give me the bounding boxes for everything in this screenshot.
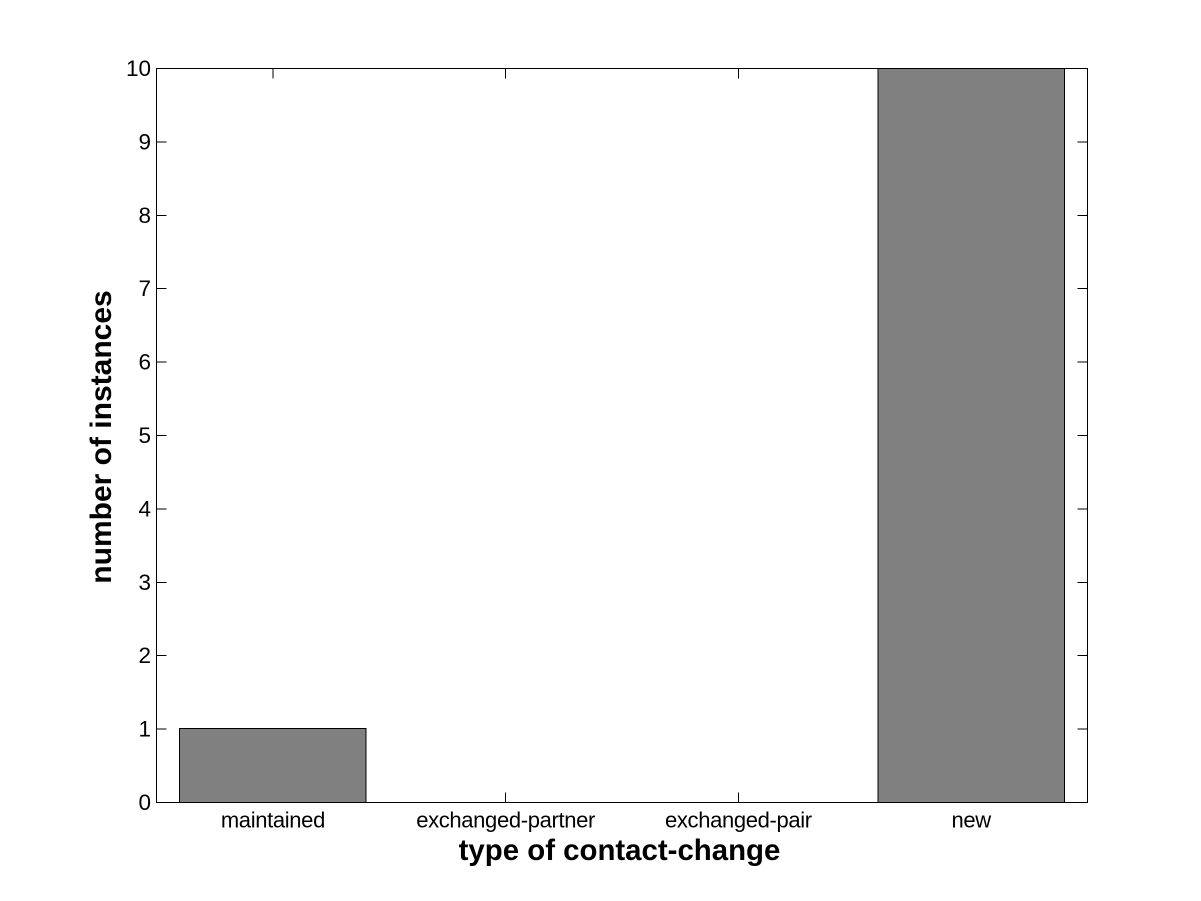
svg-text:5: 5 bbox=[138, 423, 151, 448]
svg-text:exchanged-partner: exchanged-partner bbox=[416, 808, 595, 833]
svg-text:new: new bbox=[951, 808, 991, 833]
svg-text:6: 6 bbox=[138, 350, 151, 375]
svg-text:number of instances: number of instances bbox=[85, 290, 118, 583]
svg-text:1: 1 bbox=[138, 717, 151, 742]
svg-text:9: 9 bbox=[138, 129, 151, 154]
svg-text:3: 3 bbox=[138, 570, 151, 595]
svg-text:type of contact-change: type of contact-change bbox=[459, 834, 781, 867]
svg-text:8: 8 bbox=[138, 203, 151, 228]
svg-text:10: 10 bbox=[126, 56, 151, 81]
svg-text:0: 0 bbox=[138, 790, 151, 815]
svg-text:4: 4 bbox=[138, 496, 151, 521]
svg-text:exchanged-pair: exchanged-pair bbox=[665, 808, 812, 833]
svg-text:maintained: maintained bbox=[221, 808, 325, 833]
svg-text:2: 2 bbox=[138, 643, 151, 668]
svg-text:7: 7 bbox=[138, 276, 151, 301]
